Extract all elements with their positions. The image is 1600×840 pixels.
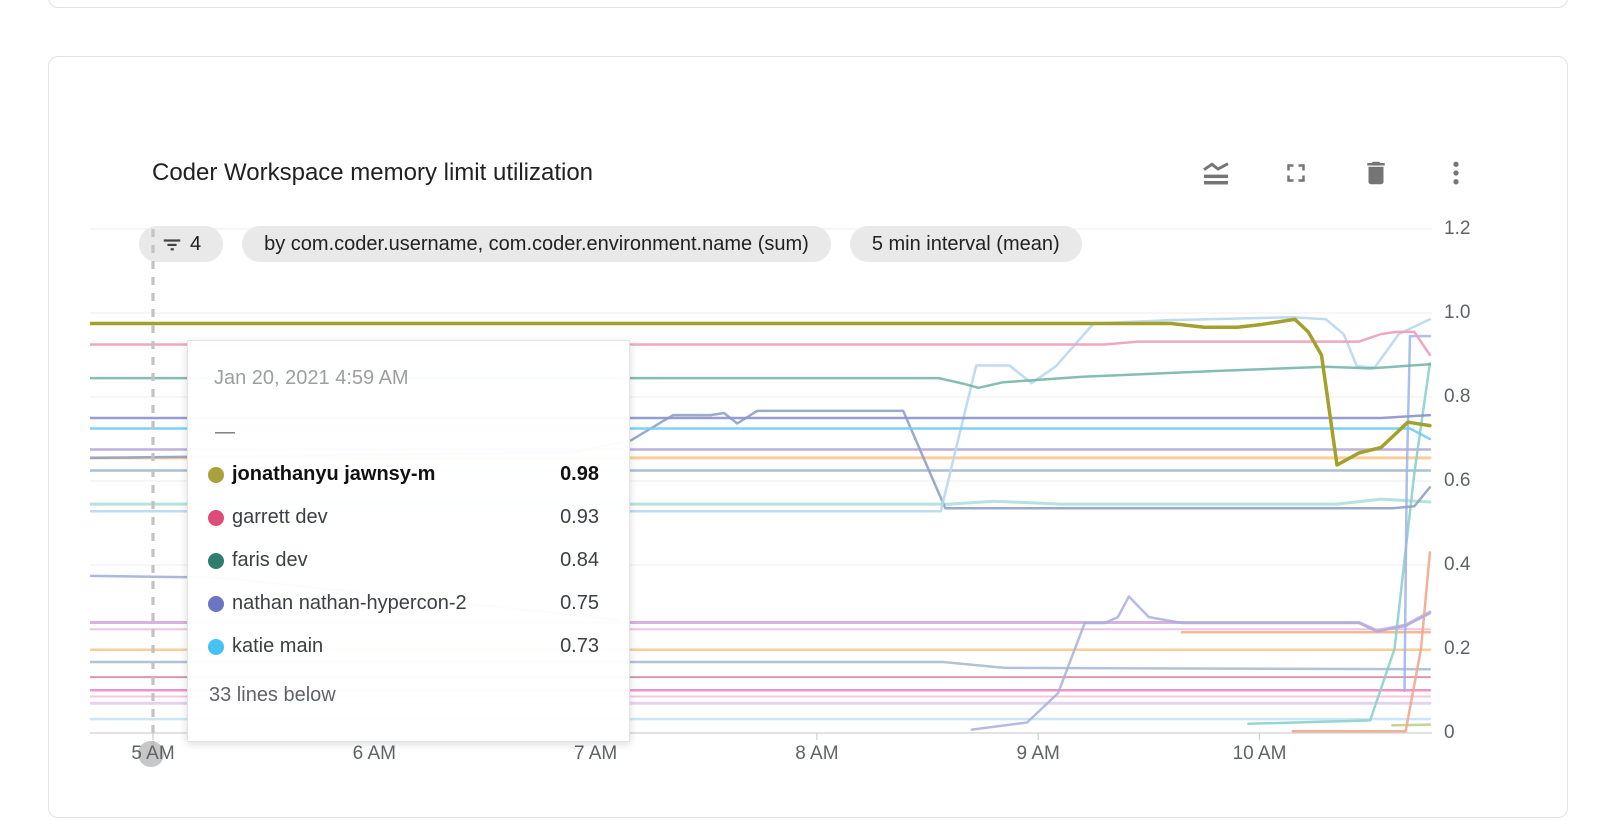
tooltip-row: katie main 0.73 [188,635,629,661]
widget-toolbar [1200,155,1472,191]
series-garrett-dev [90,330,1432,357]
fullscreen-icon[interactable] [1280,155,1312,191]
series-color-dot [208,639,224,655]
series-color-dot [208,510,224,526]
series-name: nathan nathan-hypercon-2 [232,592,467,614]
series-color-dot [208,467,224,483]
series-faris-dev [90,362,1432,390]
interval-chip[interactable]: 5 min interval (mean) [849,226,1082,262]
tooltip-row: jonathanyu jawnsy-m 0.98 [188,463,629,489]
series-name: katie main [232,635,324,657]
more-vert-icon[interactable] [1440,155,1472,191]
series-green-end [1391,723,1432,727]
tooltip-row: garrett dev 0.93 [188,506,629,532]
series-pale-teal-flat [90,497,1432,506]
y-tick-label: 0.4 [1444,554,1471,575]
filter-chip[interactable]: 4 [139,226,224,262]
series-color-dot [208,596,224,612]
tooltip-no-value: — [215,421,235,443]
tooltip-row: nathan nathan-hypercon-2 0.75 [188,592,629,618]
x-tick-label: 8 AM [795,743,839,764]
x-tick-label: 6 AM [352,743,396,764]
x-tick-label: 7 AM [573,743,618,764]
series-value: 0.75 [560,592,599,614]
series-color-dot [208,553,224,569]
series-periwinkle-bump [970,595,1432,731]
y-tick-label: 0 [1444,722,1455,743]
chart-tooltip: Jan 20, 2021 4:59 AM — jonathanyu jawnsy… [187,340,630,742]
tooltip-footer: 33 lines below [209,684,336,706]
x-tick-label: 9 AM [1016,743,1060,764]
series-jonathanyu-jawnsy-m [90,317,1432,467]
series-name: garrett dev [232,506,328,528]
y-tick-label: 0.8 [1444,386,1471,407]
x-tick-label: 5 AM [131,743,175,764]
page-title: Coder Workspace memory limit utilization [152,159,594,186]
series-value: 0.84 [560,549,599,571]
series-salmon-end [1291,551,1432,733]
series-value: 0.73 [560,635,599,657]
series-value: 0.98 [560,463,599,485]
x-tick-label: 10 AM [1232,743,1287,764]
tooltip-row: faris dev 0.84 [188,549,629,575]
delete-icon[interactable] [1360,155,1392,191]
series-name: jonathanyu jawnsy-m [232,463,436,485]
y-tick-label: 1.0 [1444,302,1471,323]
filter-list-icon [161,233,183,255]
series-value: 0.93 [560,506,599,528]
chip-row: 4 by com.coder.username, com.coder.envir… [139,226,1082,262]
series-name: faris dev [232,549,308,571]
y-tick-label: 0.6 [1444,470,1471,491]
y-tick-label: 1.2 [1444,218,1471,239]
series-slate-zigzag [90,409,1432,510]
filter-count: 4 [190,232,202,255]
y-tick-label: 0.2 [1444,638,1471,659]
area-chart-icon[interactable] [1200,155,1232,191]
group-by-label: by com.coder.username, com.coder.environ… [264,232,809,255]
interval-label: 5 min interval (mean) [871,232,1060,255]
series-blue-end-vertical [1403,334,1432,693]
hover-cursor[interactable] [138,229,164,767]
series-teal-steep-end [1247,362,1432,726]
tooltip-timestamp: Jan 20, 2021 4:59 AM [214,367,409,389]
group-by-chip[interactable]: by com.coder.username, com.coder.environ… [242,226,831,262]
